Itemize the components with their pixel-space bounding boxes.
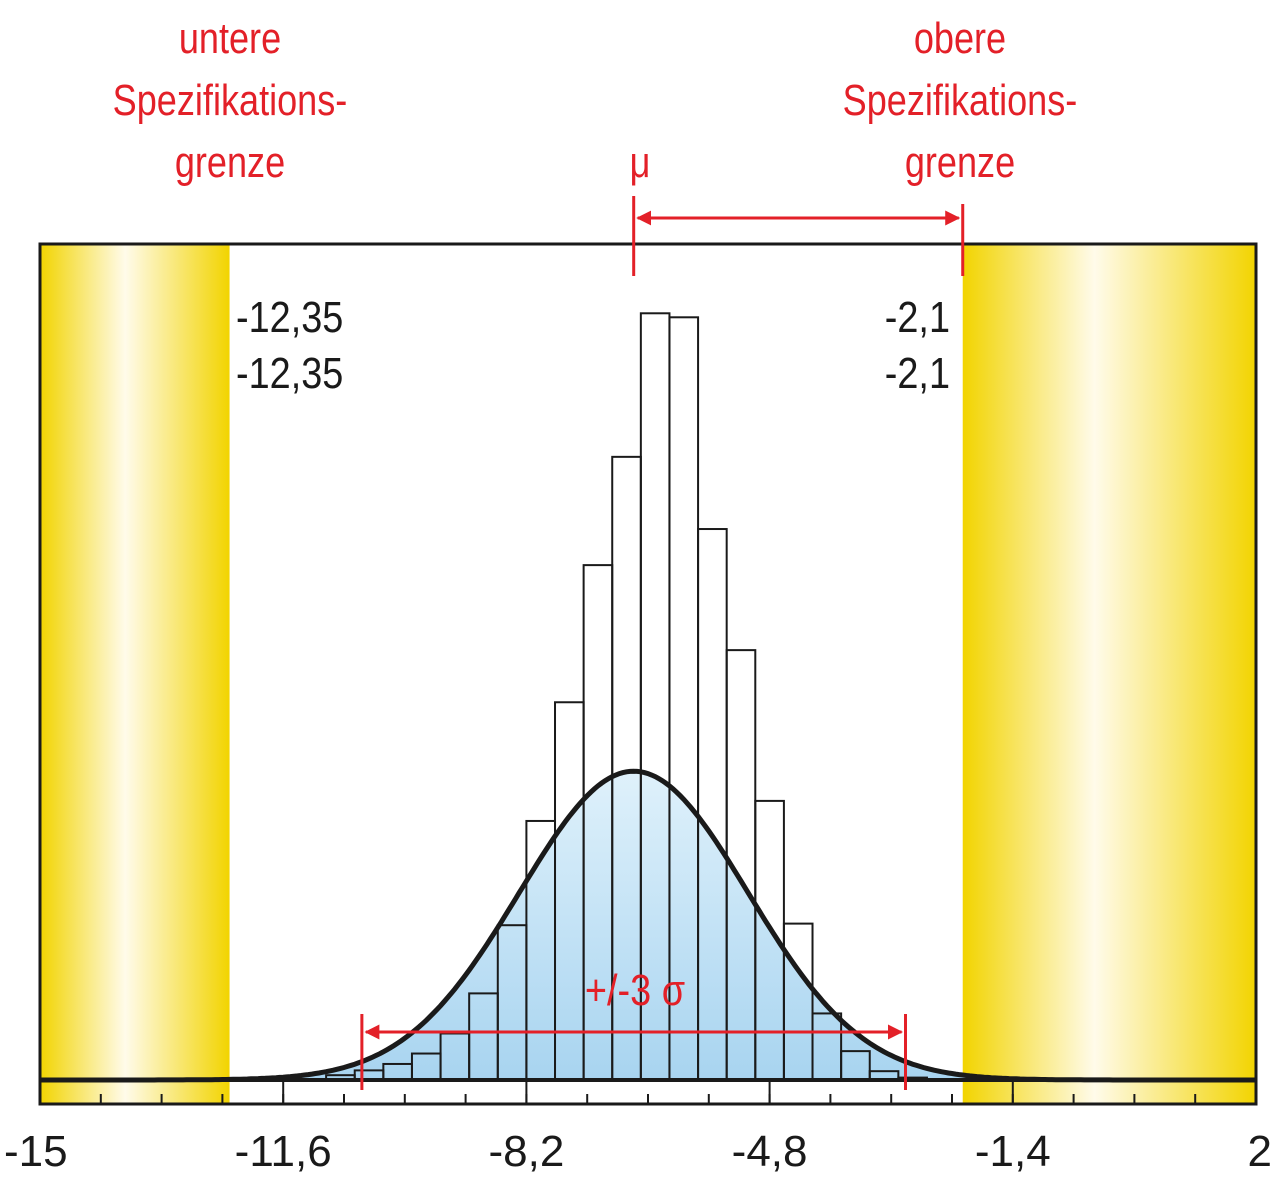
lower-spec-value-line: -12,35 (236, 293, 344, 342)
mu-label: μ (629, 138, 651, 187)
upper-spec-title-line: obere (913, 14, 1007, 63)
normal-curve-area (40, 771, 1256, 1080)
x-tick-label: -4,8 (732, 1127, 808, 1176)
normal-curve-fill (40, 771, 1256, 1080)
lower-spec-zone (40, 244, 230, 1104)
lower-spec-title: untere Spezifikations- grenze (91, 8, 370, 194)
upper-spec-value-line: -2,1 (884, 349, 950, 398)
x-tick-label: -11,6 (235, 1127, 332, 1176)
x-tick-label: -1,4 (975, 1127, 1051, 1176)
lower-spec-value-line: -12,35 (236, 349, 344, 398)
annotations (360, 196, 965, 1090)
upper-spec-value-line: -2,1 (884, 293, 950, 342)
x-tick-label: -15 (4, 1127, 68, 1176)
spec-zones (40, 244, 1256, 1104)
lower-spec-title-line: grenze (174, 138, 286, 187)
x-tick-label: -8,2 (488, 1127, 564, 1176)
upper-spec-title: obere Spezifikations- grenze (821, 8, 1100, 194)
upper-spec-title-line: Spezifikations- (842, 76, 1078, 125)
lower-spec-value: -12,35 -12,35 (236, 290, 343, 402)
upper-spec-value: -2,1 -2,1 (735, 290, 950, 402)
x-axis: -15 -11,6 -8,2 -4,8 -1,4 2 (4, 1082, 1272, 1176)
lower-spec-title-line: Spezifikations- (112, 76, 348, 125)
upper-spec-title-line: grenze (904, 138, 1016, 187)
x-tick-label: 2 (1248, 1127, 1272, 1176)
sigma-label: +/-3 σ (584, 966, 686, 1015)
upper-spec-zone (962, 244, 1256, 1104)
lower-spec-title-line: untere (178, 14, 282, 63)
